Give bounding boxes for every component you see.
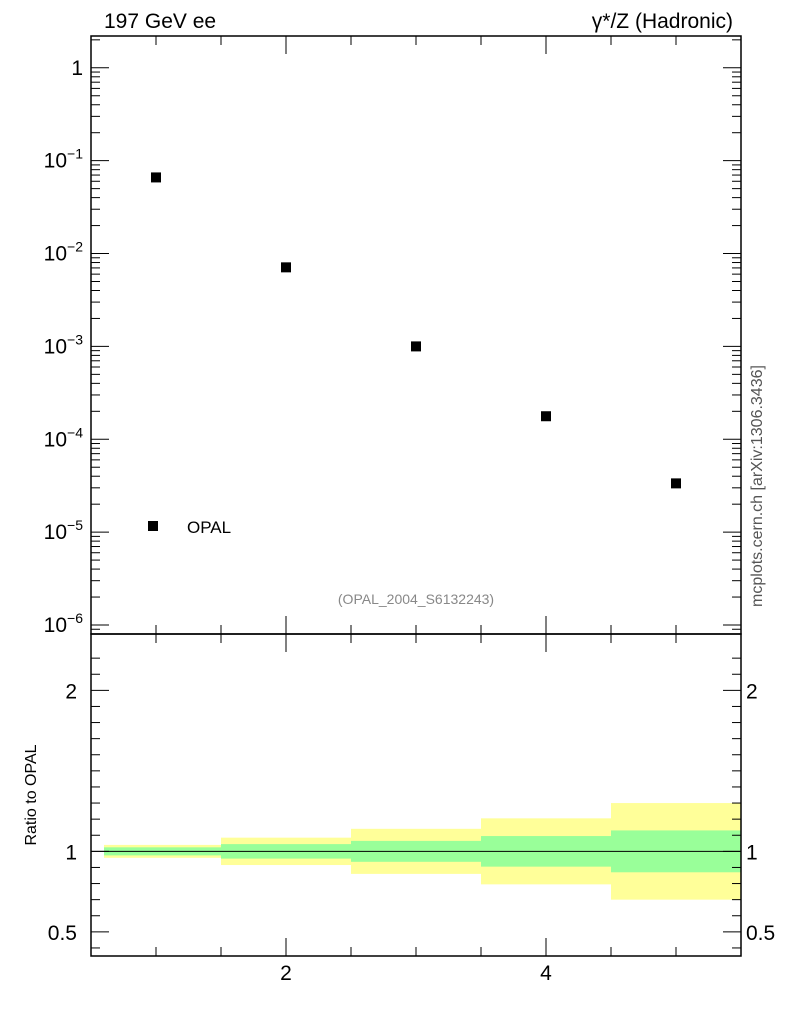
ratio-panel: 0.5 0.5 1 1 2 2 2 4 Ratio to OPAL [23,633,775,985]
ratio-y-tick-label-right: 0.5 [746,922,775,945]
ratio-x-tick-label: 4 [540,962,552,985]
legend-marker-opal [148,521,158,531]
header-left-title: 197 GeV ee [104,10,216,33]
main-y-tick-label: 10−2 [44,239,84,266]
main-y-tick-label: 10−5 [44,517,84,544]
ratio-x-tick-label: 2 [280,962,292,985]
data-point-opal [671,478,681,489]
main-y-tick-label: 10−1 [44,146,84,173]
ratio-y-tick-label-right: 1 [746,841,758,864]
ratio-y-tick-label-right: 2 [746,680,758,703]
ratio-y-axis-label: Ratio to OPAL [23,744,40,845]
data-point-opal [541,411,551,422]
data-point-opal [281,262,291,273]
side-label: mcplots.cern.ch [arXiv:1306.3436] [749,365,766,607]
main-panel: 1 10−1 10−2 10−3 10−4 10−5 10−6 (OPAL_2004_S613… [44,35,742,637]
ratio-frame [90,633,742,957]
main-y-tick-label: 10−4 [44,424,84,451]
main-frame [90,35,742,635]
ratio-y-tick-label-left: 0.5 [48,922,77,945]
legend-label-opal: OPAL [187,518,231,537]
ratio-y-tick-label-left: 1 [65,841,77,864]
main-y-tick-label: 10−3 [44,331,84,358]
data-point-opal [411,341,421,352]
main-y-tick-label: 10−6 [44,610,84,637]
main-annotation: (OPAL_2004_S6132243) [338,591,494,607]
main-y-tick-label: 1 [71,57,83,80]
data-point-opal [151,172,161,183]
header-right-title: γ*/Z (Hadronic) [592,10,733,33]
ratio-y-tick-label-left: 2 [65,680,77,703]
